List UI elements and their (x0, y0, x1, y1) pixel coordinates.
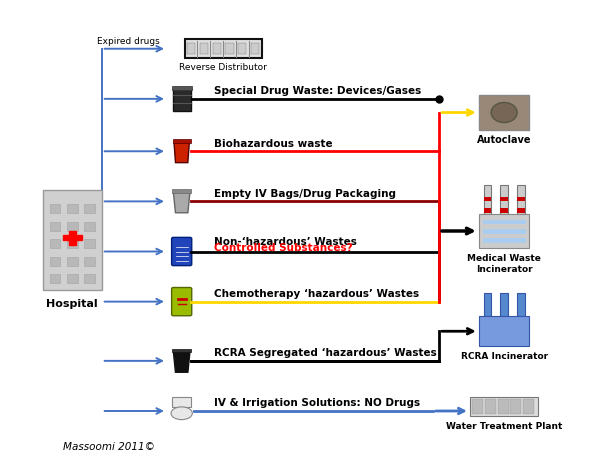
Bar (500, 209, 508, 213)
Bar (484, 293, 491, 327)
Bar (226, 44, 233, 55)
Bar (85, 205, 95, 214)
Bar (482, 238, 526, 243)
Bar (172, 397, 191, 407)
Ellipse shape (171, 407, 193, 420)
Text: RCRA Incinerator: RCRA Incinerator (461, 351, 548, 360)
Bar (43, 191, 102, 291)
Bar (187, 44, 195, 55)
Bar (238, 44, 247, 55)
Bar (67, 205, 78, 214)
Text: Biohazardous waste: Biohazardous waste (214, 138, 333, 148)
Text: Reverse Distributor: Reverse Distributor (179, 63, 267, 72)
Bar (50, 257, 61, 266)
Bar (517, 197, 524, 201)
FancyBboxPatch shape (172, 238, 192, 266)
Polygon shape (174, 143, 190, 163)
Circle shape (491, 103, 517, 123)
Bar (485, 399, 496, 414)
Bar (172, 349, 191, 352)
Bar (69, 231, 76, 245)
Bar (173, 140, 191, 143)
Bar (484, 186, 491, 225)
Bar (85, 275, 95, 284)
Text: Non-‘hazardous’ Wastes: Non-‘hazardous’ Wastes (214, 237, 357, 246)
Bar (482, 230, 526, 234)
Bar (67, 222, 78, 232)
Text: Expired drugs: Expired drugs (97, 37, 160, 46)
Text: RCRA Segregated ‘hazardous’ Wastes: RCRA Segregated ‘hazardous’ Wastes (214, 347, 437, 357)
Bar (172, 87, 192, 91)
Bar (67, 240, 78, 249)
Bar (500, 293, 508, 327)
Text: Special Drug Waste: Devices/Gases: Special Drug Waste: Devices/Gases (214, 86, 421, 96)
Bar (517, 209, 524, 213)
Text: Empty IV Bags/Drug Packaging: Empty IV Bags/Drug Packaging (214, 188, 396, 198)
Bar (50, 222, 61, 232)
FancyBboxPatch shape (172, 288, 192, 316)
Bar (479, 214, 529, 249)
Bar (50, 205, 61, 214)
Bar (200, 44, 208, 55)
Bar (500, 197, 508, 201)
Text: IV & Irrigation Solutions: NO Drugs: IV & Irrigation Solutions: NO Drugs (214, 397, 421, 407)
Bar (517, 186, 524, 225)
Text: Autoclave: Autoclave (477, 135, 532, 145)
Bar (484, 209, 491, 213)
Bar (470, 397, 538, 416)
Polygon shape (173, 193, 190, 213)
Bar (212, 44, 221, 55)
Text: Medical Waste
Incinerator: Medical Waste Incinerator (467, 253, 541, 273)
Bar (63, 236, 82, 241)
Bar (85, 257, 95, 266)
Bar (523, 399, 534, 414)
Bar (500, 186, 508, 225)
Bar (472, 399, 484, 414)
Bar (185, 40, 262, 59)
Text: Water Treatment Plant: Water Treatment Plant (446, 421, 562, 430)
Bar (517, 293, 524, 327)
Text: Controlled Substances?: Controlled Substances? (214, 243, 353, 253)
Bar (498, 399, 509, 414)
Bar (251, 44, 259, 55)
Bar (173, 88, 191, 112)
Polygon shape (173, 352, 190, 372)
Bar (484, 197, 491, 201)
Text: Hospital: Hospital (46, 299, 98, 309)
Bar (85, 240, 95, 249)
Bar (50, 275, 61, 284)
Text: Chemotherapy ‘hazardous’ Wastes: Chemotherapy ‘hazardous’ Wastes (214, 288, 419, 298)
Bar (482, 220, 526, 225)
Bar (172, 190, 191, 194)
Text: Massoomi 2011©: Massoomi 2011© (64, 441, 155, 450)
Bar (511, 399, 521, 414)
Bar (67, 257, 78, 266)
Bar (50, 240, 61, 249)
Bar (479, 96, 529, 130)
Bar (67, 275, 78, 284)
Bar (85, 222, 95, 232)
Bar (479, 317, 529, 346)
